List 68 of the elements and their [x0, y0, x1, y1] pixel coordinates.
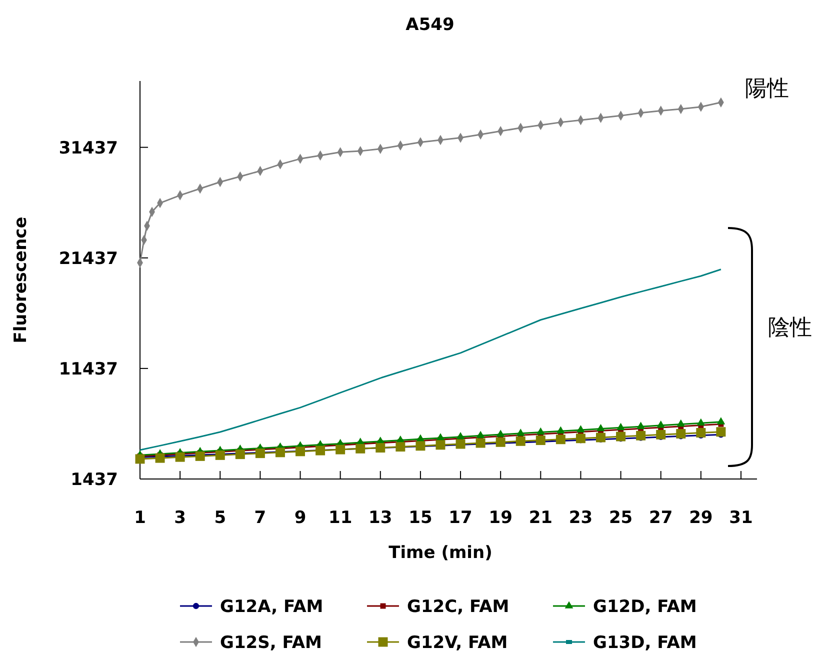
x-tick-label: 23	[568, 508, 593, 528]
x-tick-label: 13	[368, 508, 392, 528]
x-tick-label: 11	[328, 508, 352, 528]
point	[676, 419, 686, 427]
point	[135, 454, 145, 464]
point	[516, 436, 526, 446]
x-tick-label: 3	[174, 508, 186, 528]
x-tick-label: 25	[608, 508, 633, 528]
point	[696, 428, 706, 438]
x-tick-label: 31	[729, 508, 753, 528]
point	[696, 418, 706, 426]
x-axis-title: Time (min)	[388, 543, 492, 563]
point	[636, 430, 646, 440]
y-tick-label: 31437	[58, 138, 118, 158]
annotation: 陽性	[745, 76, 789, 102]
point	[576, 434, 586, 444]
point	[155, 453, 165, 463]
point	[616, 432, 626, 442]
point	[496, 437, 506, 447]
point	[175, 452, 185, 462]
point	[476, 430, 485, 438]
legend-label: G12V, FAM	[407, 632, 508, 653]
point	[275, 448, 285, 458]
point	[636, 422, 645, 429]
point	[656, 430, 666, 440]
point	[456, 439, 466, 449]
point	[476, 438, 486, 448]
point	[255, 448, 265, 458]
point	[536, 427, 545, 435]
point	[496, 430, 505, 437]
x-tick-label: 19	[488, 508, 512, 528]
point	[656, 420, 666, 428]
legend-label: G12C, FAM	[407, 596, 510, 617]
legend-label: G12D, FAM	[593, 596, 697, 617]
point	[716, 417, 726, 424]
point	[596, 432, 606, 442]
text: 陰性	[768, 316, 812, 341]
point	[596, 424, 605, 432]
y-tick-label: 1437	[70, 470, 118, 490]
legend-label: G12S, FAM	[220, 632, 322, 653]
y-axis-title: Fluorescence	[11, 216, 31, 344]
y-tick-label: 21437	[58, 248, 118, 269]
x-tick-label: 1	[134, 508, 146, 528]
x-tick-label: 15	[408, 508, 432, 528]
point	[215, 450, 225, 460]
chart-title: A549	[406, 15, 454, 35]
point	[436, 433, 445, 440]
point	[235, 450, 245, 460]
point	[195, 451, 205, 461]
point	[616, 422, 625, 430]
point	[456, 432, 465, 440]
point	[516, 428, 525, 436]
x-tick-label: 21	[528, 508, 552, 528]
x-tick-label: 9	[294, 508, 306, 528]
point	[576, 425, 585, 432]
x-tick-label: 5	[214, 508, 226, 528]
x-tick-label: 17	[448, 508, 472, 528]
x-tick-label: 7	[254, 508, 266, 528]
x-tick-label: 27	[649, 508, 673, 528]
y-tick-label: 11437	[58, 359, 118, 380]
point	[536, 436, 546, 446]
legend-label: G13D, FAM	[593, 632, 697, 653]
point	[556, 434, 566, 444]
x-tick-label: 29	[689, 508, 713, 528]
point	[556, 426, 565, 434]
legend-label: G12A, FAM	[220, 596, 324, 617]
point	[436, 440, 446, 450]
point	[676, 429, 686, 438]
